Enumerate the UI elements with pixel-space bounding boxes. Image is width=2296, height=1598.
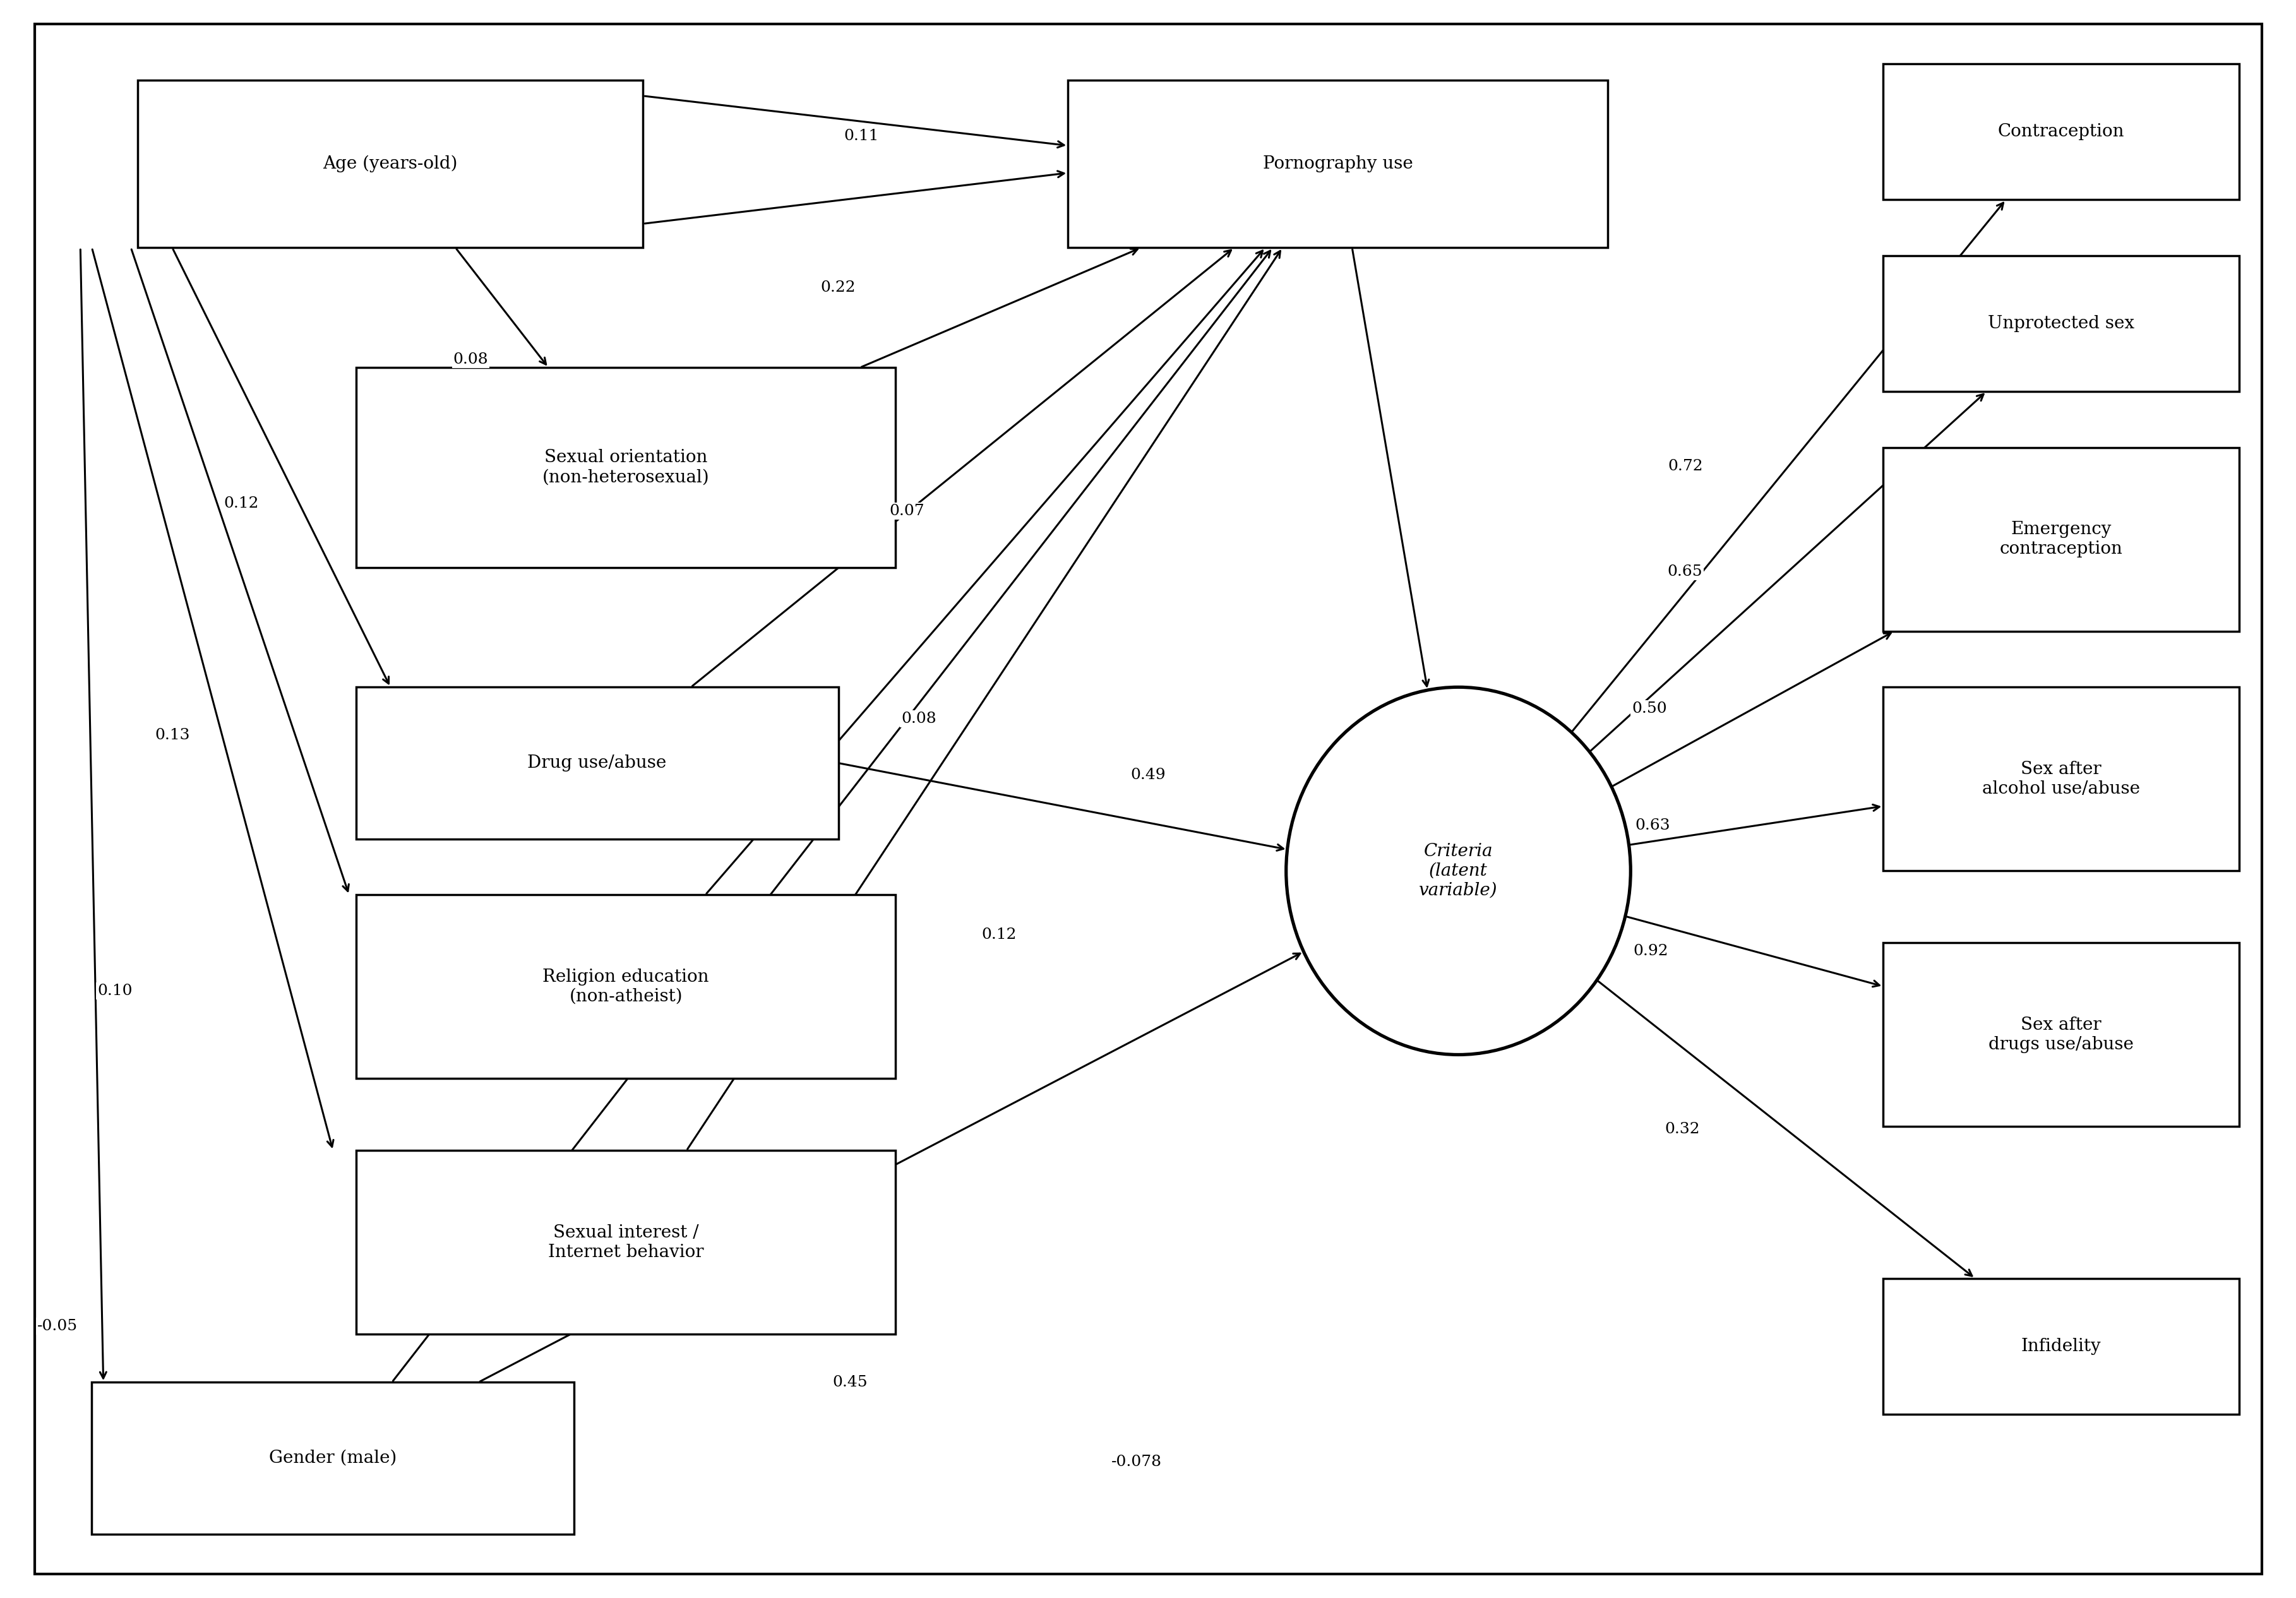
FancyBboxPatch shape	[356, 687, 838, 839]
FancyBboxPatch shape	[1883, 943, 2239, 1127]
Text: Age (years-old): Age (years-old)	[324, 155, 457, 173]
Text: 0.08: 0.08	[900, 711, 937, 727]
FancyBboxPatch shape	[356, 895, 895, 1079]
FancyBboxPatch shape	[1883, 687, 2239, 871]
Text: Sexual orientation
(non-heterosexual): Sexual orientation (non-heterosexual)	[542, 449, 709, 486]
Text: Religion education
(non-atheist): Religion education (non-atheist)	[542, 968, 709, 1005]
FancyBboxPatch shape	[1068, 80, 1607, 248]
Text: 0.10: 0.10	[96, 983, 133, 999]
FancyBboxPatch shape	[92, 1382, 574, 1534]
FancyBboxPatch shape	[1883, 447, 2239, 631]
Text: -0.078: -0.078	[1111, 1454, 1162, 1470]
Text: Sex after
alcohol use/abuse: Sex after alcohol use/abuse	[1981, 761, 2140, 797]
Text: 0.07: 0.07	[889, 503, 925, 519]
Text: Criteria
(latent
variable): Criteria (latent variable)	[1419, 842, 1497, 900]
Text: Contraception: Contraception	[1998, 123, 2124, 141]
Text: Pornography use: Pornography use	[1263, 155, 1412, 173]
Text: 0.13: 0.13	[154, 727, 191, 743]
Text: Emergency
contraception: Emergency contraception	[2000, 521, 2122, 558]
Text: Drug use/abuse: Drug use/abuse	[528, 754, 666, 772]
Text: Unprotected sex: Unprotected sex	[1988, 315, 2133, 332]
FancyBboxPatch shape	[356, 1151, 895, 1334]
Text: 0.72: 0.72	[1667, 459, 1701, 473]
Text: Gender (male): Gender (male)	[269, 1449, 397, 1467]
Text: 0.49: 0.49	[1130, 767, 1166, 783]
Text: Infidelity: Infidelity	[2020, 1338, 2101, 1355]
Text: Sex after
drugs use/abuse: Sex after drugs use/abuse	[1988, 1016, 2133, 1053]
FancyBboxPatch shape	[34, 24, 2262, 1574]
Text: 0.50: 0.50	[1632, 702, 1667, 716]
FancyBboxPatch shape	[356, 368, 895, 567]
Text: 0.92: 0.92	[1632, 944, 1667, 959]
Text: 0.45: 0.45	[831, 1374, 868, 1390]
Ellipse shape	[1286, 687, 1630, 1055]
Text: 0.11: 0.11	[843, 128, 879, 144]
Text: 0.08: 0.08	[452, 352, 489, 368]
Text: 0.32: 0.32	[1665, 1122, 1699, 1136]
Text: 0.65: 0.65	[1667, 564, 1701, 578]
Text: 0.12: 0.12	[980, 927, 1017, 943]
FancyBboxPatch shape	[1883, 64, 2239, 200]
Text: 0.63: 0.63	[1635, 818, 1669, 833]
Text: Sexual interest /
Internet behavior: Sexual interest / Internet behavior	[549, 1224, 703, 1261]
FancyBboxPatch shape	[1883, 256, 2239, 392]
FancyBboxPatch shape	[138, 80, 643, 248]
FancyBboxPatch shape	[1883, 1278, 2239, 1414]
Text: -0.05: -0.05	[37, 1318, 78, 1334]
Text: 0.12: 0.12	[223, 495, 259, 511]
Text: 0.22: 0.22	[820, 280, 856, 296]
